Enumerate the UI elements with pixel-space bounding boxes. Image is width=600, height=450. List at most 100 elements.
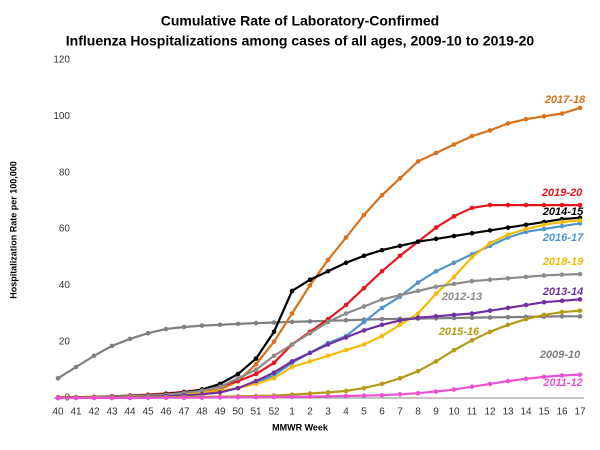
point	[433, 389, 439, 394]
point	[577, 372, 583, 377]
point	[271, 360, 277, 366]
point	[577, 297, 583, 302]
x-tick-label: 42	[88, 407, 100, 418]
x-tick-label: 17	[574, 407, 586, 418]
point	[163, 395, 169, 401]
point	[307, 394, 313, 399]
point	[325, 353, 331, 359]
point	[325, 257, 331, 263]
point	[271, 339, 277, 344]
point	[415, 311, 421, 316]
point	[397, 318, 403, 323]
x-tick-label: 8	[415, 407, 421, 418]
point	[577, 202, 583, 208]
point	[451, 347, 457, 353]
point	[415, 368, 421, 374]
point	[217, 322, 223, 328]
point	[163, 326, 169, 332]
point	[361, 212, 367, 218]
point	[289, 311, 295, 316]
point	[559, 111, 565, 116]
point	[505, 314, 511, 320]
point	[361, 285, 367, 291]
point	[469, 205, 475, 211]
point	[343, 388, 349, 394]
x-tick-label: 47	[178, 407, 190, 418]
point	[361, 342, 367, 347]
point	[235, 385, 241, 391]
point	[487, 315, 493, 320]
point	[415, 390, 421, 396]
point	[577, 218, 583, 223]
point	[109, 395, 115, 401]
point	[523, 202, 529, 208]
point	[505, 121, 511, 126]
point	[505, 275, 511, 281]
point	[505, 322, 511, 328]
x-tick-label: 45	[142, 407, 154, 418]
series-label: 2017-18	[544, 94, 586, 106]
x-tick-label: 13	[502, 407, 514, 418]
point	[451, 312, 457, 318]
series-label: 2016-17	[542, 232, 584, 244]
point	[487, 329, 493, 335]
x-tick-label: 6	[379, 407, 385, 418]
point	[451, 274, 457, 280]
point	[415, 280, 421, 285]
series-label: 2014-15	[542, 206, 584, 218]
point	[577, 308, 583, 313]
point	[541, 226, 547, 232]
x-tick-label: 40	[52, 407, 64, 418]
point	[361, 319, 367, 325]
point	[415, 288, 421, 294]
point	[343, 393, 349, 399]
x-tick-label: 14	[520, 407, 532, 418]
point	[559, 373, 565, 378]
point	[433, 359, 439, 364]
point	[379, 247, 385, 253]
point	[487, 308, 493, 313]
point	[307, 283, 313, 288]
series-label: 2009-10	[539, 349, 581, 361]
point	[289, 342, 295, 347]
point	[217, 390, 223, 395]
point	[433, 284, 439, 290]
y-tick-label: 40	[59, 280, 71, 291]
point	[217, 395, 223, 400]
point	[487, 381, 493, 387]
x-tick-label: 5	[361, 407, 367, 418]
point	[577, 271, 583, 277]
point	[433, 236, 439, 242]
point	[397, 176, 403, 181]
point	[343, 260, 349, 266]
point	[541, 374, 547, 380]
y-tick-label: 20	[59, 336, 71, 347]
point	[73, 395, 79, 401]
series-label: 2012-13	[441, 291, 482, 303]
point	[469, 384, 475, 390]
series-label: 2015-16	[438, 326, 480, 338]
point	[343, 311, 349, 316]
point	[325, 319, 331, 325]
point	[343, 335, 349, 340]
point	[199, 323, 205, 328]
point	[433, 291, 439, 297]
series-line	[57, 273, 581, 399]
point	[559, 219, 565, 225]
point	[505, 225, 511, 230]
point	[379, 297, 385, 302]
point	[325, 394, 331, 399]
point	[325, 342, 331, 347]
x-tick-label: 10	[448, 407, 460, 418]
point	[379, 192, 385, 198]
point	[181, 324, 187, 330]
point	[343, 235, 349, 240]
point	[271, 353, 277, 359]
x-tick-label: 7	[397, 407, 403, 418]
point	[91, 353, 97, 359]
y-tick-label: 100	[53, 111, 70, 122]
x-tick-label: 3	[325, 407, 331, 418]
series-label: 2018-19	[542, 256, 584, 268]
